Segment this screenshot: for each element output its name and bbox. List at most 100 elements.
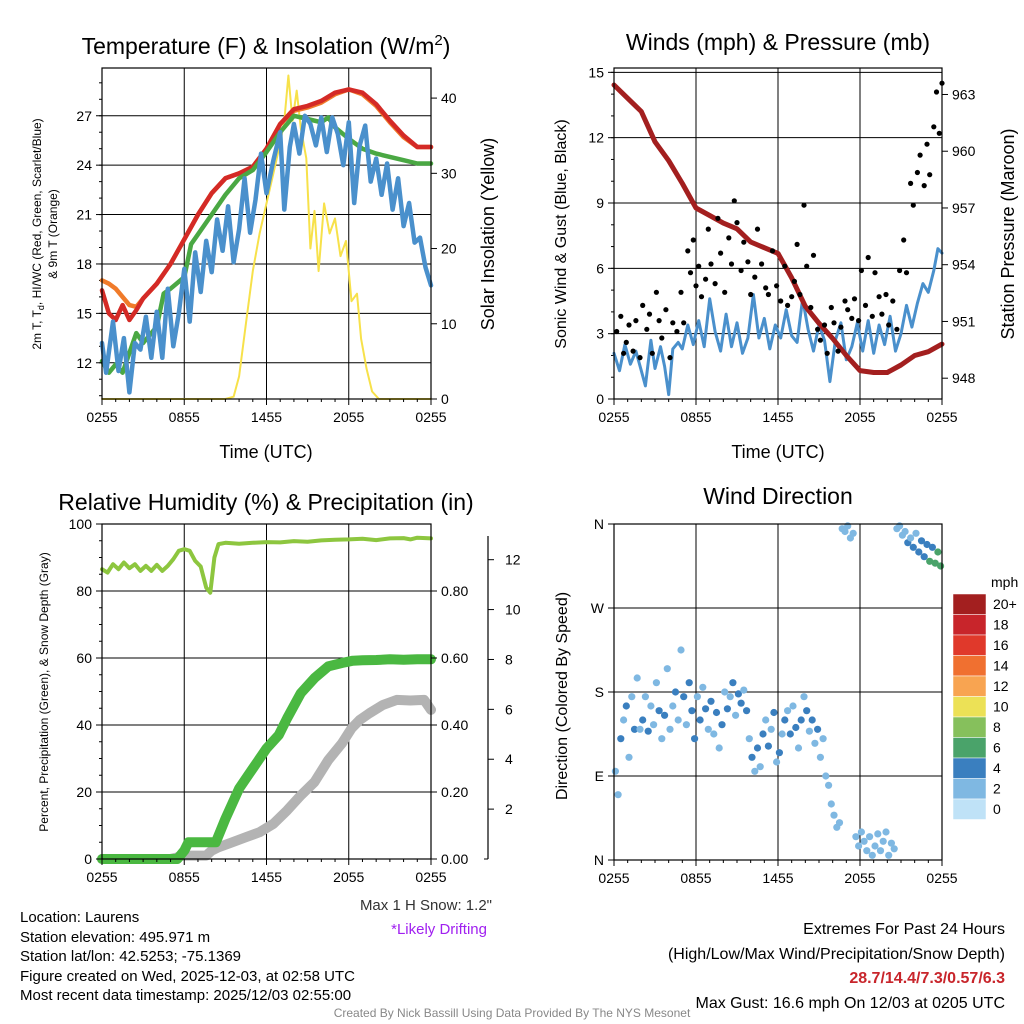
- direction-point: [756, 763, 764, 771]
- direction-point: [650, 721, 658, 729]
- winds-ytick-label: 0: [596, 391, 604, 407]
- gust-point: [924, 141, 930, 147]
- legend-title: mph: [991, 574, 1018, 590]
- direction-point: [729, 679, 737, 687]
- winds-y2tick-label: 954: [952, 257, 976, 273]
- gust-point: [824, 350, 830, 356]
- direction-point: [901, 527, 909, 536]
- direction-point: [773, 758, 781, 766]
- temp-ytick-label: 24: [76, 157, 92, 173]
- legend-label: 6: [993, 740, 1001, 756]
- direction-point: [639, 716, 647, 724]
- gust-point: [649, 350, 655, 356]
- winds-y2tick-label: 948: [952, 370, 976, 386]
- gust-point: [754, 226, 761, 232]
- temp-y2tick-label: 30: [441, 165, 457, 181]
- direction-point: [726, 693, 734, 701]
- gust-point: [663, 307, 669, 313]
- direction-point: [931, 559, 939, 567]
- direction-point: [909, 543, 917, 551]
- gust-point: [872, 270, 878, 276]
- dir-ylabel: Direction (Colored By Speed): [554, 592, 571, 800]
- temp-ytick-label: 21: [76, 207, 92, 223]
- gust-point: [801, 202, 807, 208]
- credit-text: Created By Nick Bassill Using Data Provi…: [333, 1006, 691, 1020]
- direction-point: [822, 772, 830, 780]
- direction-point: [789, 702, 797, 710]
- gust-point: [621, 350, 627, 356]
- gust-point: [685, 248, 691, 254]
- gust-point: [738, 267, 744, 274]
- legend-label: 8: [993, 719, 1001, 735]
- legend-swatch: [952, 757, 987, 779]
- gust-point: [815, 326, 821, 332]
- legend-swatch: [952, 716, 987, 738]
- gust-point: [703, 276, 709, 282]
- gust-point: [734, 220, 740, 226]
- gust-point: [708, 261, 714, 267]
- gust-point: [797, 291, 803, 298]
- direction-point: [879, 837, 887, 845]
- gust-point: [782, 263, 788, 269]
- direction-point: [611, 767, 620, 775]
- snow-tick-label: 2: [505, 801, 513, 817]
- temp-xlabel: Time (UTC): [219, 442, 312, 462]
- temp-xtick-label: 2055: [333, 409, 364, 425]
- dir-title: Wind Direction: [703, 483, 853, 509]
- direction-point: [887, 839, 896, 847]
- gust-point: [865, 254, 871, 261]
- direction-point: [835, 819, 844, 827]
- latlon-text: Station lat/lon: 42.5253; -75.1369: [20, 948, 242, 965]
- direction-point: [620, 716, 628, 724]
- gust-point: [886, 322, 892, 328]
- direction-point: [912, 529, 920, 537]
- gust-point: [774, 283, 780, 289]
- legend-label: 16: [993, 637, 1009, 653]
- gust-point: [931, 124, 937, 130]
- direction-point: [860, 837, 868, 845]
- gust-point: [908, 180, 914, 186]
- gust-point: [698, 294, 705, 300]
- direction-point: [669, 702, 677, 710]
- direction-point: [732, 711, 740, 719]
- gust-point: [789, 294, 795, 300]
- max-gust-text: Max Gust: 16.6 mph On 12/03 at 0205 UTC: [695, 994, 1006, 1012]
- direction-point: [685, 679, 693, 687]
- direction-point: [934, 548, 942, 556]
- gust-point: [614, 328, 620, 335]
- legend-label: 20+: [993, 596, 1017, 612]
- winds-ytick-label: 9: [596, 195, 604, 211]
- direction-point: [614, 791, 622, 799]
- legend-swatch: [952, 675, 987, 697]
- dir-xtick-label: 0855: [680, 870, 711, 886]
- rh-xtick-label: 0255: [86, 869, 117, 885]
- direction-point: [641, 693, 650, 701]
- direction-point: [814, 725, 822, 733]
- winds-ytick-label: 6: [596, 260, 604, 276]
- rh-series-precipitation: [97, 654, 436, 864]
- direction-point: [786, 730, 794, 738]
- gust-point: [741, 239, 747, 245]
- gust-point: [705, 226, 711, 232]
- winds-ylabel-right: Station Pressure (Maroon): [998, 128, 1018, 339]
- gust-point: [681, 320, 687, 326]
- gust-point: [718, 250, 724, 256]
- winds-xtick-label: 0255: [598, 409, 629, 425]
- direction-point: [811, 739, 819, 747]
- dir-ytick-label: S: [595, 684, 604, 700]
- direction-point: [844, 522, 852, 530]
- gust-point: [726, 235, 732, 241]
- gust-point: [765, 291, 772, 298]
- direction-point: [745, 735, 753, 743]
- gust-point: [722, 289, 728, 295]
- direction-point: [866, 833, 874, 841]
- direction-point: [896, 522, 904, 530]
- snow-tick-label: 6: [505, 701, 513, 717]
- direction-point: [855, 842, 863, 850]
- direction-point: [682, 721, 691, 729]
- direction-point: [871, 842, 879, 850]
- direction-point: [677, 646, 685, 654]
- gust-point: [845, 307, 851, 313]
- gust-point: [849, 315, 855, 321]
